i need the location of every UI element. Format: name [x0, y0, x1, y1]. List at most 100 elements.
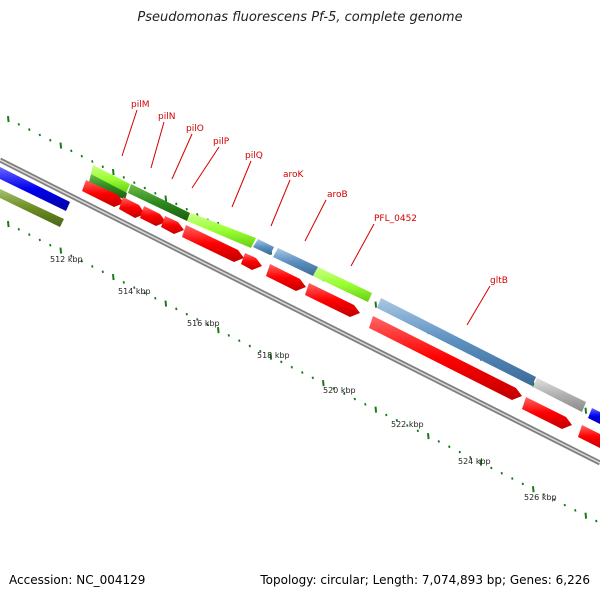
- minor-tick: [542, 493, 545, 496]
- minor-tick: [574, 509, 577, 512]
- minor-tick: [448, 445, 451, 449]
- major-tick: [584, 512, 588, 519]
- major-tick: [374, 301, 378, 308]
- gene-labels: pilM pilN pilO pilP pilQ aroK aroB PFL_0452 gltB: [121, 100, 508, 326]
- minor-tick: [80, 154, 83, 158]
- minor-tick: [364, 402, 367, 406]
- minor-tick: [437, 440, 440, 443]
- minor-tick: [469, 456, 472, 459]
- major-tick: [112, 273, 115, 281]
- gene-leader-line: [350, 223, 375, 267]
- gene-block-pilP: [187, 213, 256, 248]
- minor-tick: [28, 128, 31, 131]
- minor-tick: [406, 424, 409, 427]
- gene-label: PFL_0452: [374, 214, 417, 224]
- minor-tick: [311, 376, 314, 380]
- major-tick: [532, 486, 535, 493]
- minor-tick: [227, 334, 230, 337]
- kbp-tick-label: 512 kbp: [50, 255, 83, 264]
- minor-tick: [17, 123, 20, 126]
- kbp-tick-label: 514 kbp: [118, 287, 151, 296]
- minor-tick: [553, 498, 556, 502]
- major-tick: [322, 380, 325, 387]
- gene-block-aroK: [273, 248, 318, 276]
- cds-arrow-11: [578, 425, 600, 448]
- kbp-tick-label: 522 kbp: [391, 420, 424, 429]
- minor-tick: [175, 307, 178, 311]
- kbp-tick-label: 516 kbp: [187, 319, 220, 328]
- gene-label: pilM: [131, 100, 149, 110]
- minor-tick: [196, 213, 199, 216]
- gene-label: aroK: [283, 170, 305, 180]
- gene-block-pilN-dark: [89, 174, 127, 200]
- cds-arrow-2: [119, 197, 145, 218]
- cds-arrow-6: [241, 253, 262, 270]
- minor-tick: [80, 259, 83, 263]
- minor-tick: [185, 207, 188, 211]
- minor-tick: [521, 482, 524, 486]
- gene-block-pilM: [91, 165, 130, 193]
- minor-tick: [133, 286, 136, 290]
- minor-tick: [343, 392, 346, 396]
- minor-tick: [385, 413, 388, 417]
- minor-tick: [332, 387, 335, 390]
- minor-tick: [143, 291, 146, 295]
- minor-tick: [563, 503, 566, 507]
- major-tick: [269, 353, 273, 360]
- gene-label: pilQ: [245, 151, 263, 161]
- major-tick: [59, 247, 63, 254]
- kbp-tick-label: 526 kbp: [524, 493, 557, 502]
- gene-block-aroB: [313, 267, 372, 302]
- kbp-tick-label: 518 kbp: [257, 351, 290, 360]
- cds-arrow-7: [266, 264, 306, 291]
- gene-label: pilN: [158, 112, 175, 122]
- minor-tick: [133, 181, 136, 185]
- minor-tick: [185, 312, 188, 316]
- major-tick: [374, 406, 378, 413]
- major-tick: [217, 326, 220, 334]
- gene-label: aroB: [327, 190, 348, 200]
- cds-arrow-5: [182, 225, 244, 262]
- cds-arrow-9: [369, 316, 522, 400]
- kbp-tick-label: 524 kbp: [458, 457, 491, 466]
- minor-tick: [49, 138, 52, 142]
- genome-summary: Topology: circular; Length: 7,074,893 bp…: [260, 573, 590, 587]
- minor-tick: [301, 371, 304, 374]
- gene-block-olive: [0, 189, 64, 227]
- gene-leader-line: [121, 109, 138, 157]
- gene-block-blue-right: [588, 408, 600, 424]
- minor-tick: [416, 429, 419, 433]
- minor-tick: [91, 160, 94, 163]
- genome-backbone: [0, 157, 600, 466]
- minor-tick: [175, 202, 178, 206]
- minor-tick: [458, 450, 461, 454]
- gene-label: gltB: [490, 276, 508, 286]
- map-title: Pseudomonas fluorescens Pf-5, complete g…: [137, 10, 463, 25]
- major-tick: [584, 407, 588, 414]
- gene-leader-line: [191, 146, 220, 189]
- minor-tick: [38, 238, 41, 242]
- minor-tick: [248, 344, 251, 348]
- minor-tick: [17, 228, 20, 231]
- minor-tick: [595, 519, 598, 523]
- major-tick: [59, 142, 63, 149]
- kbp-tick-label: 520 kbp: [323, 386, 356, 395]
- minor-tick: [70, 149, 73, 153]
- cds-arrow-4: [161, 216, 184, 234]
- major-tick: [7, 220, 10, 228]
- minor-tick: [280, 360, 283, 364]
- cds-arrow-3: [140, 206, 166, 226]
- major-tick: [164, 195, 168, 202]
- minor-tick: [122, 281, 125, 284]
- cds-arrow-8: [305, 283, 360, 317]
- major-tick: [479, 459, 483, 466]
- gene-leader-line: [150, 121, 165, 169]
- major-tick: [164, 300, 168, 307]
- minor-tick: [500, 471, 503, 475]
- minor-tick: [154, 191, 157, 195]
- minor-tick: [353, 397, 356, 401]
- gene-label: pilP: [213, 137, 230, 147]
- minor-tick: [49, 243, 52, 247]
- gene-leader-line: [171, 133, 193, 180]
